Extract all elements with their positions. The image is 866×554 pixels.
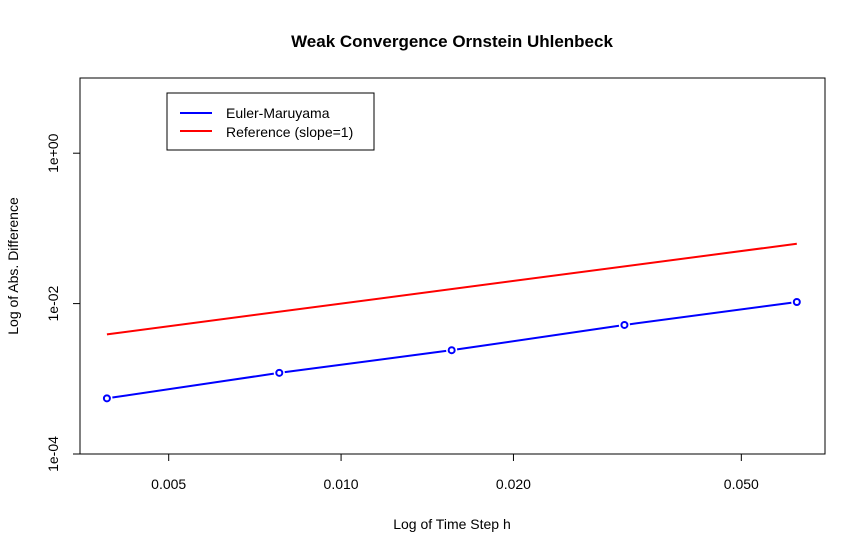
x-tick-label: 0.005 xyxy=(151,476,186,492)
series-layer xyxy=(102,242,801,403)
legend-label-reference: Reference (slope=1) xyxy=(226,124,353,140)
legend-label-euler: Euler-Maruyama xyxy=(226,105,330,121)
y-tick-label: 1e-04 xyxy=(45,436,61,472)
legend: Euler-Maruyama Reference (slope=1) xyxy=(166,92,375,151)
series-euler-maruyama-point xyxy=(275,368,284,377)
y-axis: 1e-04 1e-02 1e+00 xyxy=(45,133,81,472)
series-euler-maruyama-segment xyxy=(112,372,274,399)
y-tick-label: 1e-02 xyxy=(45,285,61,321)
series-reference-slope-1-line xyxy=(106,242,797,336)
x-axis-label: Log of Time Step h xyxy=(393,516,511,532)
x-tick-label: 0.010 xyxy=(324,476,359,492)
series-euler-maruyama-point xyxy=(102,394,111,403)
series-euler-maruyama-segment xyxy=(456,324,620,351)
x-tick-label: 0.020 xyxy=(496,476,531,492)
series-euler-maruyama-segment xyxy=(629,301,792,326)
chart-title: Weak Convergence Ornstein Uhlenbeck xyxy=(291,32,613,51)
series-euler-maruyama-point xyxy=(620,320,629,329)
series-euler-maruyama-segment xyxy=(284,349,447,374)
series-euler-maruyama-point xyxy=(447,346,456,355)
y-axis-label: Log of Abs. Difference xyxy=(5,197,21,335)
x-tick-label: 0.050 xyxy=(724,476,759,492)
x-axis: 0.005 0.010 0.020 0.050 xyxy=(151,453,759,492)
legend-box xyxy=(166,92,375,151)
series-euler-maruyama-point xyxy=(792,298,801,307)
y-tick-label: 1e+00 xyxy=(45,133,61,173)
